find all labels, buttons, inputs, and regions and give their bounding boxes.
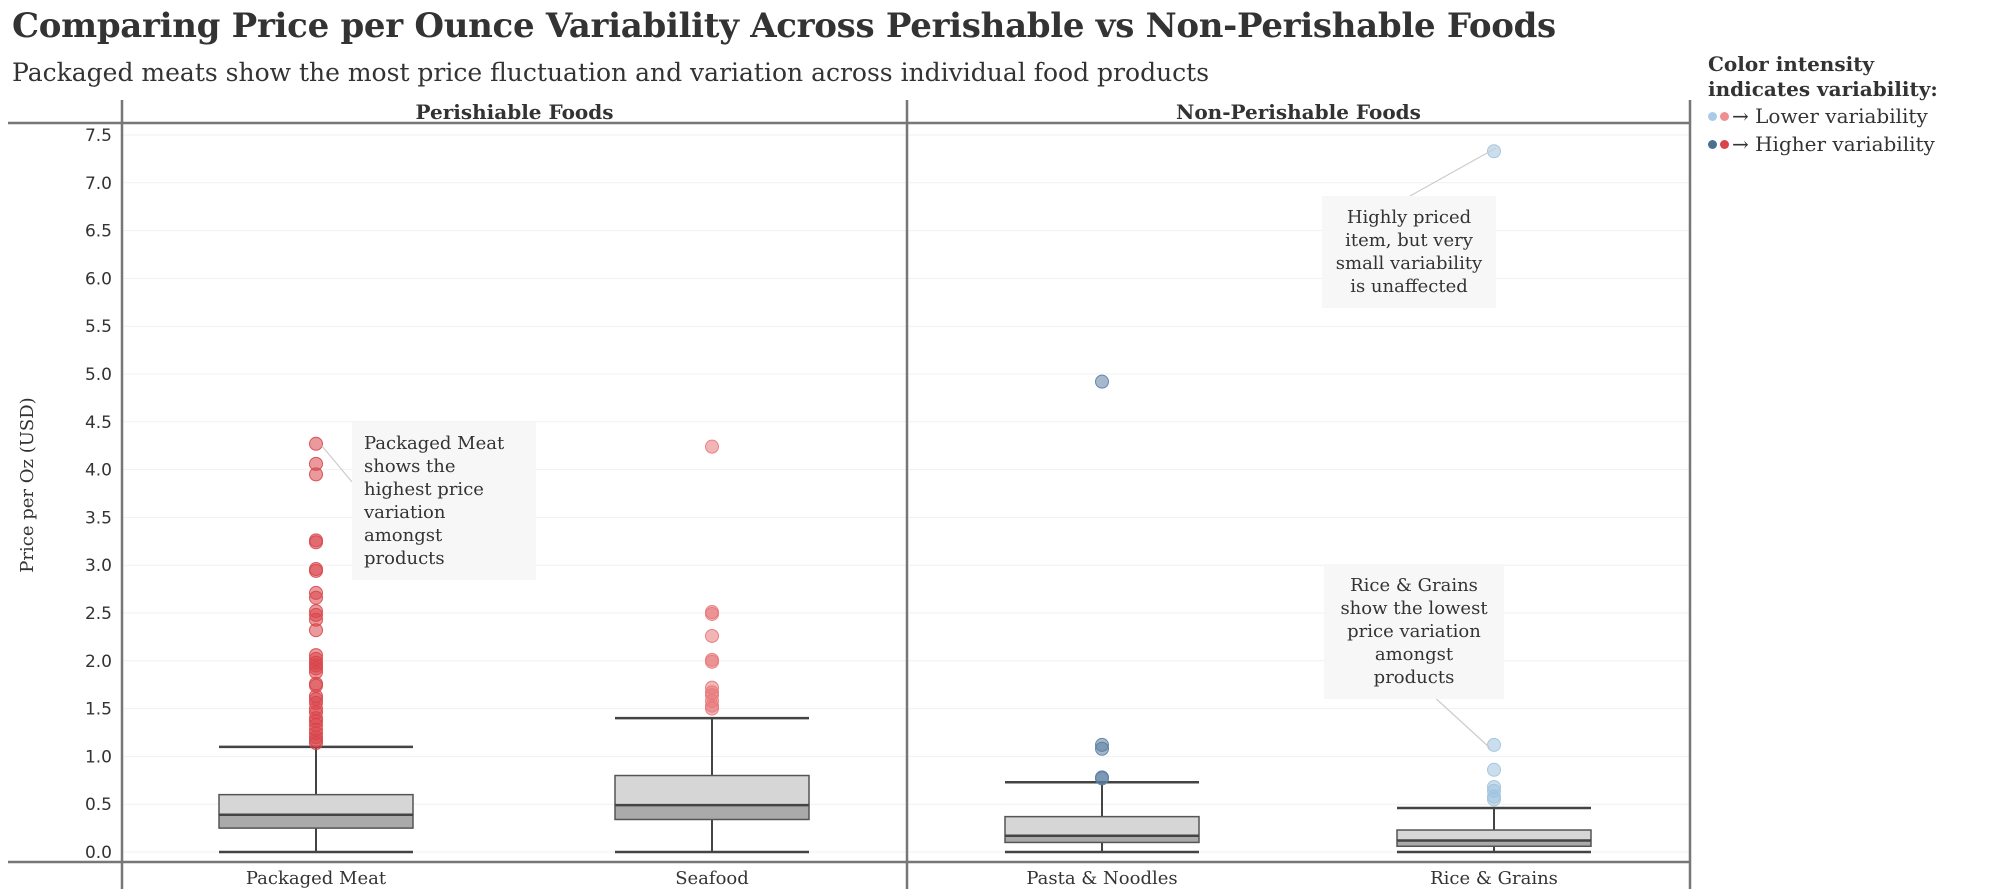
box-outline	[614, 774, 810, 821]
outlier-point	[1487, 762, 1501, 777]
y-tick-label: 6.5	[85, 222, 112, 242]
facet-header: Non-Perishable Foods	[1176, 100, 1421, 124]
box-upper	[1397, 830, 1591, 841]
y-tick-label: 6.0	[85, 269, 112, 289]
box-upper	[1005, 816, 1199, 836]
y-tick-label: 0.5	[85, 795, 112, 815]
legend-high-red-dot	[1720, 139, 1729, 149]
box-outline	[218, 793, 414, 829]
annotation-highly-priced: Highly priced item, but very small varia…	[1322, 196, 1496, 308]
y-axis-label: Price per Oz (USD)	[17, 397, 38, 572]
outlier-point	[309, 590, 323, 605]
y-tick-label: 7.0	[85, 174, 112, 194]
y-tick-label: 7.5	[85, 126, 112, 146]
y-tick-label: 2.5	[85, 604, 112, 624]
y-tick-label: 3.0	[85, 556, 112, 576]
y-tick-label: 1.5	[85, 700, 112, 720]
y-tick-label: 5.0	[85, 365, 112, 385]
y-tick-label: 2.0	[85, 652, 112, 672]
color-legend: Color intensity indicates variability: →…	[1708, 52, 1978, 158]
chart-subtitle: Packaged meats show the most price fluct…	[12, 58, 1210, 87]
outlier-point	[705, 701, 719, 716]
box-lower	[615, 805, 809, 820]
outlier-point	[309, 623, 323, 638]
x-category-label: Seafood	[675, 868, 749, 889]
label-layer: 0.0 0.5 1.0 1.5 2.0 2.5 3.0 3.5 4.0 4.5 5.0 5.5 6.0 6…	[17, 100, 1558, 889]
outlier-point	[309, 436, 323, 451]
legend-low-label: → Lower variability	[1732, 104, 1928, 128]
outlier-point	[705, 628, 719, 643]
frame-layer	[8, 100, 1692, 889]
x-category-label: Rice & Grains	[1430, 868, 1558, 889]
box-lower	[1005, 835, 1199, 843]
box-upper	[219, 794, 413, 815]
y-tick-label: 4.5	[85, 413, 112, 433]
x-category-label: Pasta & Noodles	[1026, 868, 1177, 889]
legend-high-label: → Higher variability	[1732, 132, 1935, 156]
box-outline	[1004, 815, 1200, 844]
outlier-point	[705, 439, 719, 454]
y-tick-label: 0.0	[85, 843, 112, 863]
outlier-point	[705, 654, 719, 669]
box-layer	[218, 716, 1592, 854]
annotation-leader-line	[1409, 147, 1497, 197]
box-lower	[1397, 840, 1591, 847]
outlier-point	[705, 606, 719, 621]
facet-header: Perishiable Foods	[415, 100, 613, 124]
x-category-label: Packaged Meat	[246, 868, 387, 889]
outlier-point	[1487, 792, 1501, 807]
grid-layer	[122, 134, 1690, 853]
outlier-point	[309, 467, 323, 482]
legend-high-blue-dot	[1708, 139, 1717, 149]
y-tick-label: 1.0	[85, 747, 112, 767]
annotation-leader-line	[321, 445, 353, 483]
box-upper	[615, 775, 809, 806]
legend-low-blue-dot	[1708, 111, 1717, 121]
outlier-point	[1487, 737, 1501, 752]
legend-low-row: → Lower variability	[1708, 102, 1978, 130]
outlier-point	[309, 736, 323, 751]
outlier-point	[1095, 771, 1109, 786]
y-tick-label: 3.5	[85, 508, 112, 528]
outlier-point	[309, 563, 323, 578]
y-tick-label: 5.5	[85, 317, 112, 337]
legend-low-red-dot	[1720, 111, 1729, 121]
outlier-point	[1487, 144, 1501, 159]
box-lower	[219, 814, 413, 829]
legend-high-row: → Higher variability	[1708, 130, 1978, 158]
outlier-point	[309, 535, 323, 550]
box-outline	[1396, 829, 1592, 848]
outlier-point	[1095, 741, 1109, 756]
legend-title: Color intensity indicates variability:	[1708, 52, 1938, 101]
outlier-layer	[309, 144, 1501, 807]
annotation-packaged-meat: Packaged Meat shows the highest price va…	[352, 422, 536, 580]
chart-title: Comparing Price per Ounce Variability Ac…	[12, 6, 1556, 46]
annotation-rice-grains: Rice & Grains show the lowest price vari…	[1324, 564, 1504, 699]
outlier-point	[1095, 374, 1109, 389]
y-tick-label: 4.0	[85, 461, 112, 481]
